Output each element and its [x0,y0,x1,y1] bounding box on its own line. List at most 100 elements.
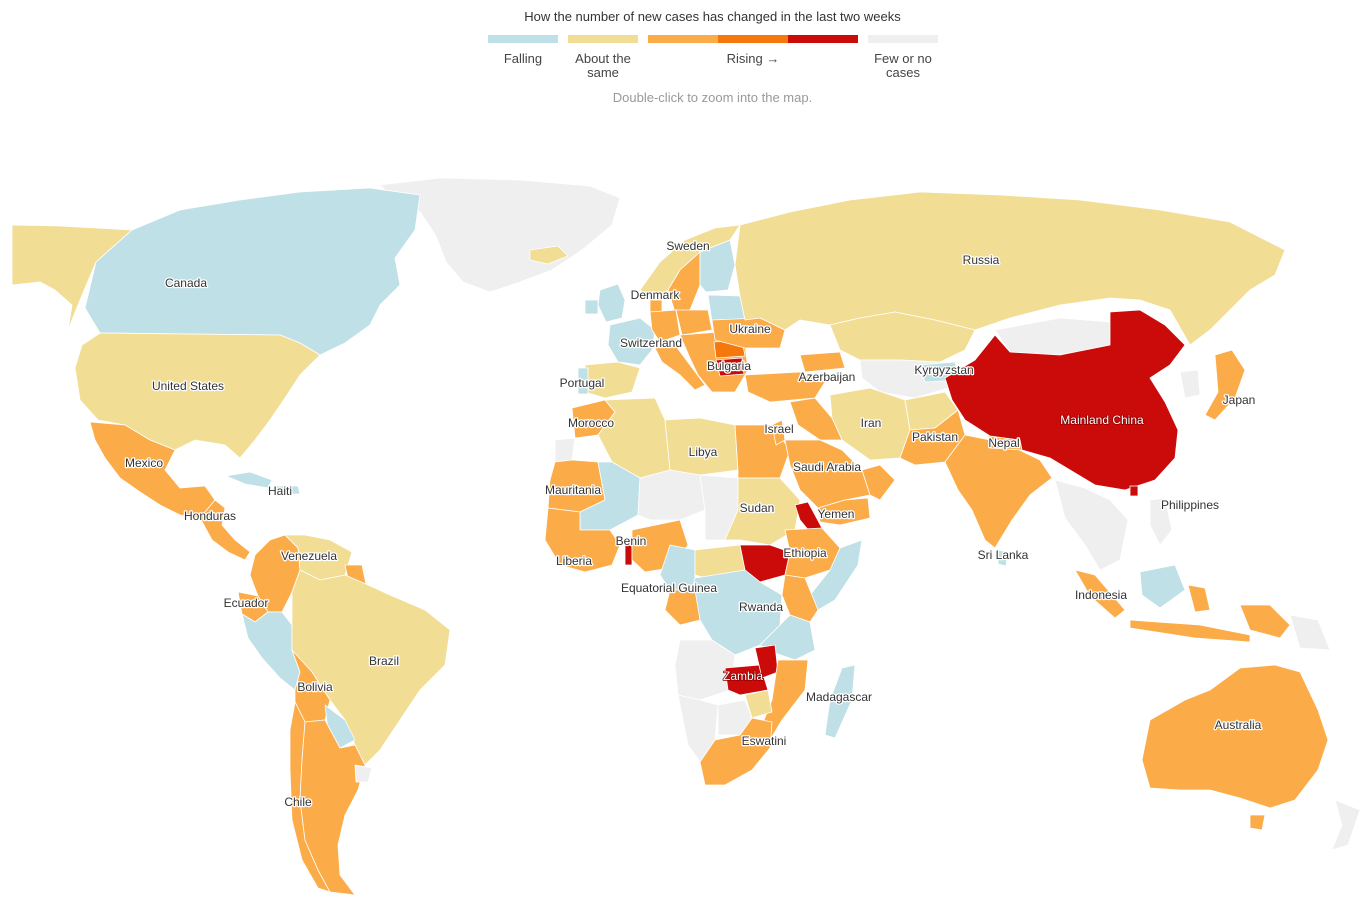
label-ecuador: Ecuador [224,596,269,610]
label-azerbaijan: Azerbaijan [799,370,856,384]
legend-title: How the number of new cases has changed … [524,9,901,24]
legend-label-about-line2: same [587,65,619,80]
region-iraq[interactable] [789,397,843,441]
region-bulgaria[interactable] [715,357,745,377]
label-pakistan: Pakistan [912,430,958,444]
label-iran: Iran [861,416,882,430]
label-russia: Russia [963,253,1000,267]
region-hispaniola[interactable] [275,485,301,495]
region-kazakhstan[interactable] [829,311,976,363]
label-philippines: Philippines [1161,498,1219,512]
label-ethiopia: Ethiopia [783,546,827,560]
region-sulawesi[interactable] [1187,584,1211,613]
region-iceland[interactable] [529,245,569,265]
label-denmark: Denmark [631,288,681,302]
label-haiti: Haiti [268,484,292,498]
label-venezuela: Venezuela [281,549,337,563]
label-nepal: Nepal [988,436,1019,450]
region-korea[interactable] [1179,369,1201,399]
region-saudi-arabia[interactable] [784,439,871,509]
region-south-africa[interactable] [699,717,773,786]
label-sweden: Sweden [666,239,709,253]
label-sudan: Sudan [740,501,775,515]
label-bolivia: Bolivia [297,680,333,694]
region-sri-lanka[interactable] [997,549,1009,567]
region-canada[interactable] [84,187,421,356]
region-italy[interactable] [654,344,706,391]
legend-swatch-few-or-none [868,35,938,43]
region-finland[interactable] [699,239,736,293]
region-peru[interactable] [241,611,301,691]
region-kenya[interactable] [781,574,819,623]
region-new-zealand[interactable] [1331,799,1361,851]
label-saudi-arabia: Saudi Arabia [793,460,861,474]
region-central-america[interactable] [199,499,251,561]
region-germany[interactable] [649,309,681,343]
label-equatorial-guinea: Equatorial Guinea [621,581,717,595]
region-cuba[interactable] [225,471,273,489]
label-liberia: Liberia [556,554,592,568]
legend-label-falling: Falling [483,52,563,66]
label-chile: Chile [284,795,312,809]
region-angola[interactable] [674,639,736,701]
label-honduras: Honduras [184,509,236,523]
region-tasmania[interactable] [1249,814,1266,831]
region-zimbabwe[interactable] [744,689,773,719]
region-benin[interactable] [624,539,633,566]
region-western-sahara[interactable] [554,437,576,463]
region-russia[interactable] [734,191,1286,346]
label-japan: Japan [1223,393,1256,407]
region-sumatra[interactable] [1074,569,1126,619]
legend-swatch-rising-2 [718,35,788,43]
legend-label-few-line1: Few or no [874,51,932,66]
region-congo[interactable] [664,589,701,626]
region-zambia[interactable] [724,664,769,696]
label-eswatini: Eswatini [742,734,787,748]
region-borneo[interactable] [1139,564,1186,609]
region-niger[interactable] [637,469,706,521]
region-new-guinea[interactable] [1239,604,1291,639]
region-greenland[interactable] [379,177,621,293]
label-brazil: Brazil [369,654,399,668]
region-japan[interactable] [1204,349,1246,421]
label-morocco: Morocco [568,416,614,430]
label-mexico: Mexico [125,456,163,470]
region-belarus[interactable] [707,294,746,323]
region-argentina[interactable] [299,719,366,896]
region-philippines[interactable] [1149,497,1173,546]
legend-swatch-rising-3 [788,35,858,43]
region-ethiopia[interactable] [784,527,841,579]
region-madagascar[interactable] [824,664,856,739]
region-taiwan[interactable] [1129,485,1139,497]
legend-label-few-or-none: Few or no cases [858,52,948,80]
label-indonesia: Indonesia [1075,588,1127,602]
legend-label-few-line2: cases [886,65,920,80]
region-indonesia-east[interactable] [1129,619,1251,643]
region-poland[interactable] [675,309,713,336]
region-ireland[interactable] [584,299,599,315]
region-uruguay[interactable] [354,764,373,783]
region-australia[interactable] [1141,664,1329,809]
region-png[interactable] [1289,614,1331,651]
zoom-hint: Double-click to zoom into the map. [612,90,813,105]
region-oman[interactable] [861,464,896,501]
label-zambia: Zambia [723,669,763,683]
region-uk[interactable] [597,283,626,323]
region-france[interactable] [607,317,656,366]
region-china[interactable] [944,309,1186,491]
region-caucasus[interactable] [799,351,846,373]
legend-swatch-rising-1 [648,35,718,43]
region-portugal[interactable] [577,367,589,395]
region-se-asia[interactable] [1054,479,1129,571]
label-sri-lanka: Sri Lanka [978,548,1029,562]
region-united-states[interactable] [74,332,321,459]
region-yemen[interactable] [817,497,871,526]
region-west-africa[interactable] [544,507,621,573]
map-regions[interactable] [11,177,1361,896]
label-madagascar: Madagascar [806,690,872,704]
region-somalia[interactable] [809,539,863,611]
label-ukraine: Ukraine [729,322,771,336]
label-benin: Benin [616,534,647,548]
region-alaska[interactable] [11,224,133,331]
